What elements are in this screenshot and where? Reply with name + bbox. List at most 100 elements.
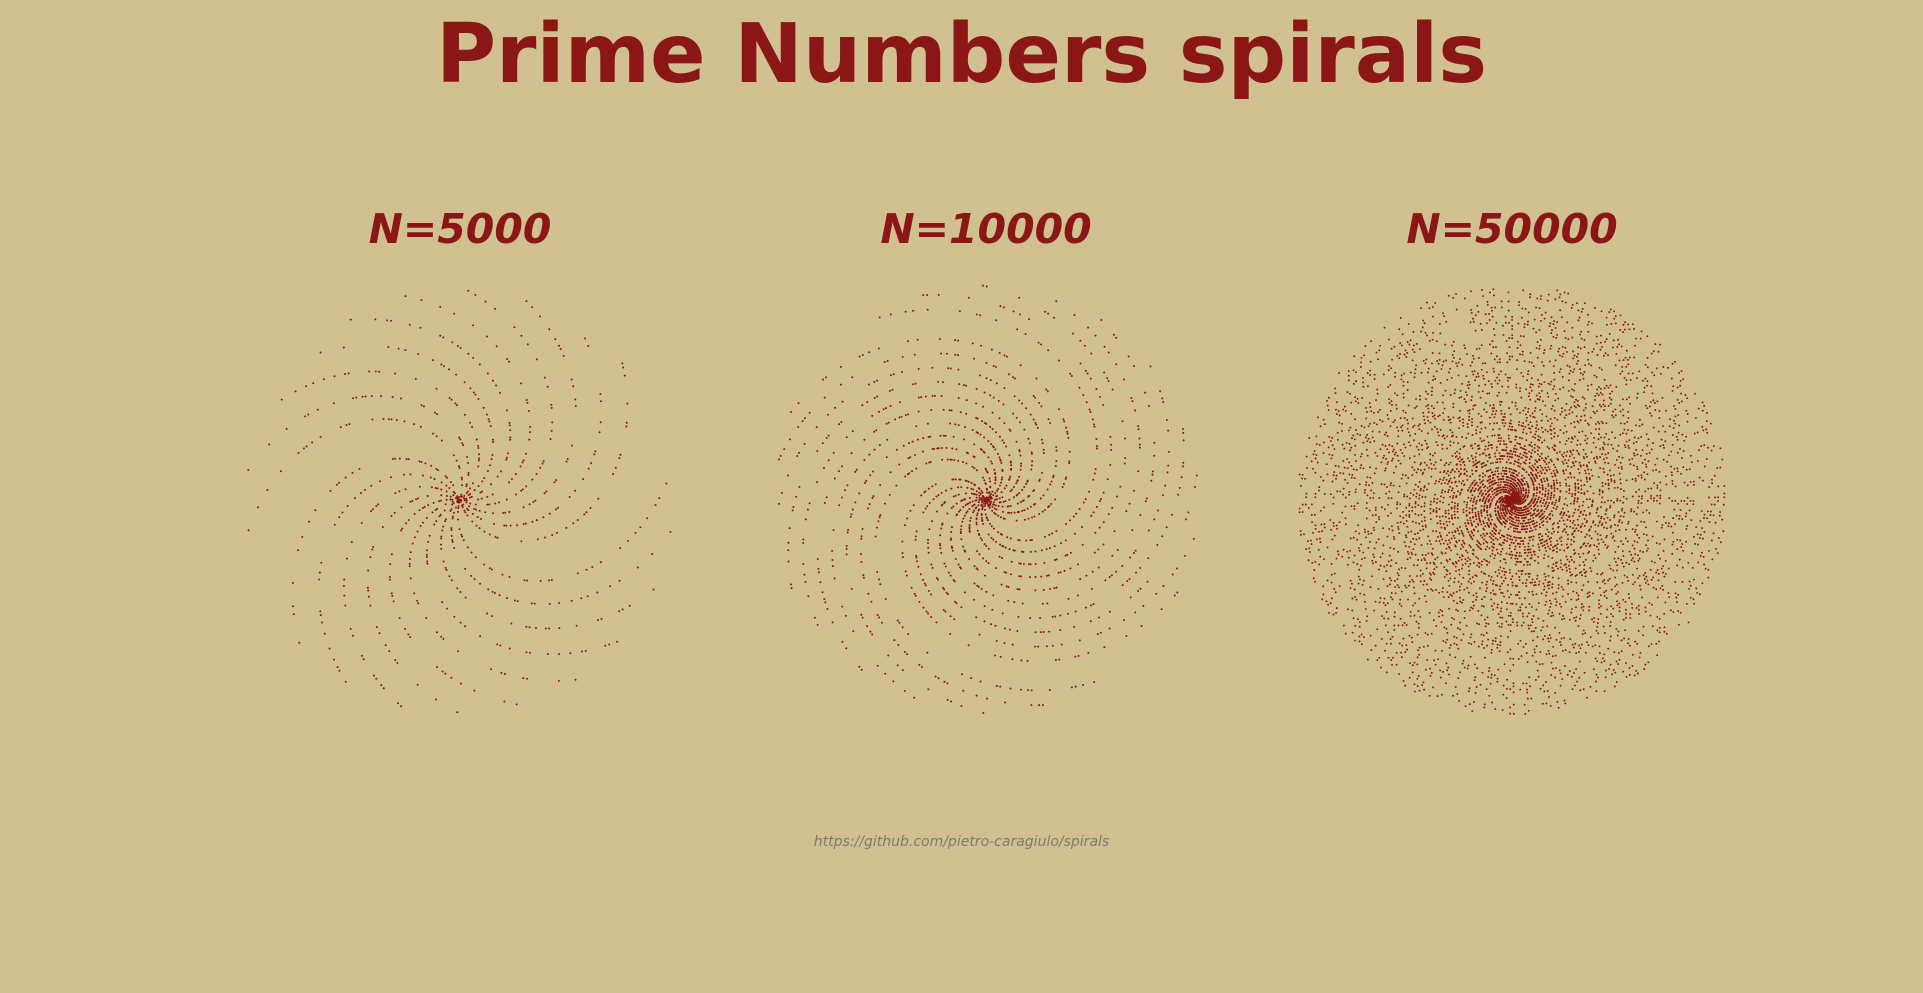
prime-point (1460, 458, 1463, 461)
prime-point (1518, 579, 1521, 581)
prime-point (1013, 511, 1016, 514)
prime-point (1508, 547, 1511, 550)
prime-point (390, 592, 393, 595)
prime-point (1016, 588, 1019, 591)
prime-point (1062, 418, 1065, 421)
prime-point (825, 496, 828, 499)
prime-point (1458, 480, 1461, 483)
prime-point (977, 509, 980, 512)
prime-point (1065, 523, 1068, 526)
prime-point (1473, 479, 1476, 482)
prime-point (463, 494, 466, 497)
prime-point (1480, 494, 1483, 497)
prime-point (1514, 545, 1517, 548)
prime-point (1516, 442, 1519, 445)
prime-point (1018, 539, 1021, 542)
prime-point (1474, 515, 1477, 518)
prime-point (521, 488, 524, 491)
prime-point (1457, 417, 1460, 420)
prime-point (1510, 477, 1513, 480)
prime-point (1529, 476, 1532, 479)
prime-point (474, 293, 477, 296)
prime-point (1408, 545, 1411, 548)
prime-point (1558, 450, 1561, 453)
prime-point (992, 494, 995, 497)
prime-point (596, 619, 599, 622)
prime-point (1498, 428, 1501, 430)
prime-point (1411, 509, 1414, 512)
prime-point (1554, 598, 1557, 601)
prime-point (1531, 497, 1534, 500)
prime-point (1534, 473, 1537, 476)
prime-point (1426, 488, 1428, 491)
prime-point (1412, 537, 1415, 540)
prime-point (1098, 616, 1101, 619)
prime-point (1559, 481, 1561, 484)
prime-point (972, 504, 975, 506)
prime-point (1115, 363, 1118, 366)
prime-point (1003, 441, 1006, 444)
prime-point (1543, 544, 1546, 546)
prime-point (1431, 428, 1433, 431)
prime-point (1541, 486, 1544, 489)
prime-point (1444, 528, 1446, 530)
prime-point (1587, 468, 1589, 471)
prime-point (405, 457, 408, 460)
prime-point (1600, 420, 1603, 423)
prime-point (1466, 478, 1469, 481)
prime-point (1537, 555, 1540, 558)
prime-point (1493, 491, 1496, 494)
prime-point (1567, 465, 1569, 468)
prime-point (1450, 489, 1453, 492)
prime-point (1429, 543, 1432, 545)
prime-point (999, 458, 1002, 461)
prime-point (628, 604, 631, 607)
prime-point (1582, 409, 1585, 412)
prime-point (364, 488, 367, 491)
prime-point (945, 352, 948, 355)
prime-point (1438, 508, 1441, 511)
prime-point (1486, 460, 1489, 463)
prime-point (893, 639, 896, 642)
prime-point (1041, 602, 1044, 605)
prime-point (1486, 504, 1489, 507)
prime-point (1544, 579, 1547, 581)
prime-point (452, 484, 455, 487)
prime-point (788, 527, 791, 530)
prime-point (1049, 587, 1052, 590)
prime-point (942, 434, 945, 437)
prime-point (574, 678, 577, 681)
prime-point (1552, 469, 1555, 472)
prime-point (1540, 389, 1543, 392)
prime-point (1585, 403, 1587, 405)
prime-point (450, 398, 453, 401)
prime-point (1571, 521, 1574, 524)
prime-point (990, 623, 993, 626)
prime-point (845, 547, 848, 550)
prime-point (1536, 476, 1539, 479)
prime-point (1527, 489, 1530, 492)
prime-point (1537, 428, 1540, 431)
prime-point (358, 467, 361, 470)
prime-point (1547, 535, 1550, 538)
prime-point (1397, 525, 1400, 528)
prime-point (1538, 486, 1541, 489)
prime-point (1472, 534, 1475, 537)
prime-point (1514, 502, 1517, 505)
prime-point (1536, 398, 1539, 401)
prime-point (1511, 538, 1514, 541)
prime-point (1423, 468, 1426, 471)
prime-point (1607, 452, 1610, 455)
prime-point (1560, 562, 1563, 565)
prime-point (975, 416, 978, 419)
prime-point (533, 602, 536, 605)
prime-point (1530, 504, 1533, 507)
prime-point (1131, 400, 1134, 403)
prime-point (1038, 478, 1041, 481)
prime-point (898, 621, 901, 624)
prime-point (931, 448, 934, 451)
prime-point (1404, 446, 1407, 449)
prime-point (1549, 517, 1552, 520)
prime-point (1616, 486, 1619, 489)
prime-point (1573, 561, 1575, 564)
